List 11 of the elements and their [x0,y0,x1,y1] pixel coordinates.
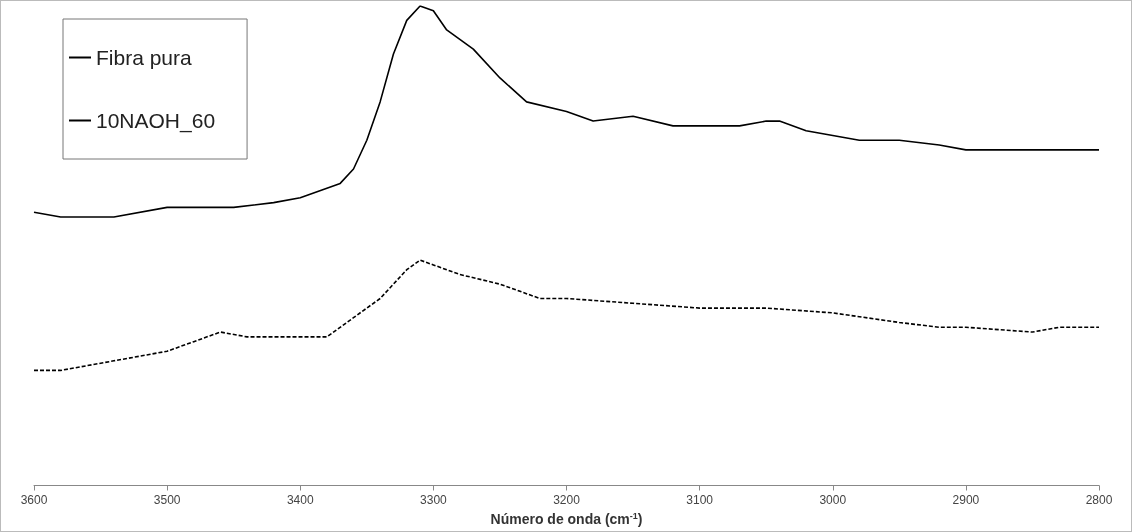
x-tick-label: 2900 [952,492,980,507]
x-tick-label: 3100 [686,492,714,507]
x-tick-label: 3400 [286,492,314,507]
x-tick-label: 3300 [420,492,448,507]
legend-label: 10NAOH_60 [96,109,216,133]
x-tick-label: 2800 [1085,492,1113,507]
x-tick-label: 3000 [819,492,847,507]
x-tick-label: 3200 [553,492,581,507]
x-tick-label: 3600 [20,492,48,507]
legend-label: Fibra pura [96,46,193,69]
x-tick-label: 3500 [153,492,181,507]
